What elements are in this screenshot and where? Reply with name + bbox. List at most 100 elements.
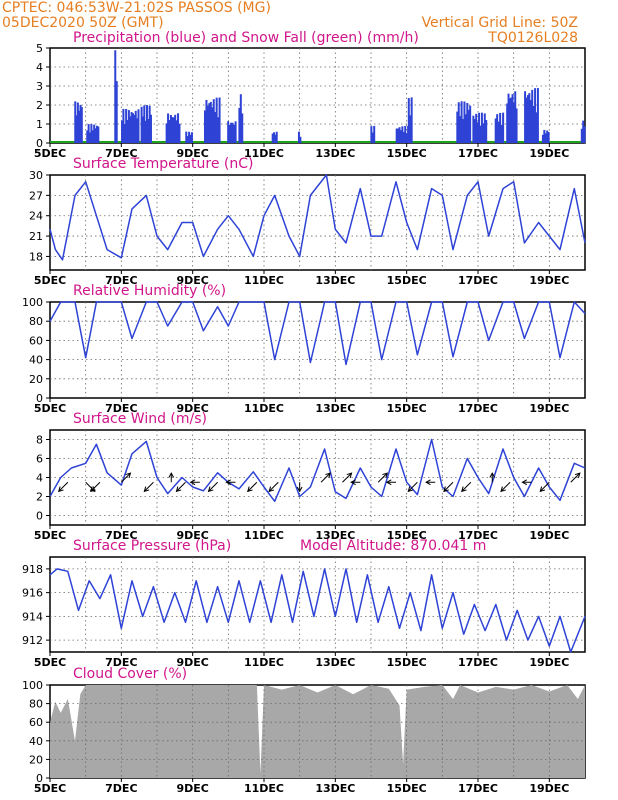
wind-arrow	[143, 481, 154, 492]
precip-bar	[185, 131, 188, 143]
precip-bar	[178, 123, 181, 143]
wind-arrow-head	[425, 479, 431, 486]
precip-bar	[171, 117, 174, 143]
precip-bar	[463, 101, 466, 143]
precip-bar	[136, 118, 139, 143]
wind-series-line	[49, 438, 586, 503]
precip-bar	[402, 132, 405, 143]
precip-bar	[512, 102, 515, 143]
precip-bar	[87, 124, 90, 143]
wind-arrow-head	[268, 486, 275, 493]
precip-bar	[479, 125, 482, 143]
precip-bar	[397, 128, 400, 143]
precip-bar	[208, 103, 211, 143]
rh-xtick-label: 5DEC	[34, 402, 66, 415]
precip-bar	[524, 91, 527, 143]
precip-bar	[129, 116, 132, 143]
precip-bar	[227, 121, 230, 143]
precip-bar	[148, 105, 151, 143]
precip-bar	[373, 125, 376, 143]
pressure-ytick-label: 916	[22, 587, 43, 600]
precip-bar	[480, 112, 483, 143]
precip-bar	[218, 97, 221, 143]
chart-header: CPTEC: 046:53W-21:02S PASSOS (MG) 05DEC2…	[0, 0, 618, 48]
precip-bar	[476, 122, 479, 143]
wind-arrow-head	[143, 486, 150, 493]
precip-bar	[536, 88, 539, 143]
precip-bar	[90, 124, 93, 143]
rh-ytick-label: 60	[29, 334, 43, 347]
precip-bar	[228, 124, 231, 143]
precip-bar	[74, 101, 77, 143]
cloud-xtick-label: 7DEC	[105, 782, 137, 795]
precip-bar	[186, 136, 189, 143]
precip-bar	[147, 118, 150, 143]
rh-xtick-label: 19DEC	[529, 402, 569, 415]
precip-bar	[149, 114, 152, 143]
precip-bar	[189, 134, 192, 143]
precip-bar	[456, 111, 459, 143]
wind-arrow-head	[57, 486, 64, 493]
precip-bar	[580, 128, 583, 143]
precip-bar	[409, 115, 412, 143]
precip-bar	[172, 117, 175, 143]
temp-xtick-label: 19DEC	[529, 274, 569, 287]
pressure-xtick-label: 17DEC	[458, 656, 498, 669]
temp-xtick-label: 5DEC	[34, 274, 66, 287]
wind-arrow	[407, 481, 418, 492]
wind-arrow	[539, 481, 550, 492]
wind-ytick-label: 4	[36, 472, 43, 485]
cloud-ytick-label: 20	[29, 753, 43, 766]
wind-arrow-head	[382, 472, 388, 479]
precip-bar	[209, 101, 212, 143]
wind-arrow-head	[461, 486, 467, 493]
precip-bar	[497, 121, 500, 143]
rh-xtick-label: 15DEC	[387, 402, 427, 415]
precip-bar	[233, 124, 236, 143]
precip-bar	[274, 134, 277, 143]
model-code: TQ0126L028	[488, 30, 578, 46]
precip-ytick-label: 3	[36, 80, 43, 93]
precip-bar	[407, 98, 410, 143]
precip-bar	[370, 126, 373, 143]
precip-bar	[494, 118, 497, 143]
precip-bar	[529, 100, 532, 143]
rh-ytick-label: 0	[36, 392, 43, 405]
wind-arrow-head	[168, 472, 175, 478]
precip-ytick-label: 1	[36, 118, 43, 131]
precip-bar	[238, 107, 241, 143]
rh-xtick-label: 13DEC	[315, 402, 355, 415]
precip-bar	[241, 113, 244, 143]
cloud-xtick-label: 13DEC	[315, 782, 355, 795]
wind-arrow-head	[385, 479, 392, 486]
precip-xtick-label: 19DEC	[529, 147, 569, 160]
cloud-ytick-label: 60	[29, 716, 43, 729]
rh-series-line	[49, 301, 586, 366]
temp-title: Surface Temperature (nC)	[73, 156, 254, 172]
precip-bar	[127, 110, 130, 143]
precip-bar	[122, 108, 125, 143]
precip-bar	[137, 109, 140, 143]
pressure-ytick-label: 912	[22, 634, 43, 647]
temp-ytick-label: 18	[29, 250, 43, 263]
precip-bar	[230, 122, 233, 143]
wind-arrow-head	[443, 486, 449, 493]
rh-xtick-label: 7DEC	[105, 402, 137, 415]
temp-xtick-label: 13DEC	[315, 274, 355, 287]
wind-arrow	[570, 472, 581, 483]
temp-ytick-label: 30	[29, 169, 43, 182]
precip-xtick-label: 7DEC	[105, 147, 137, 160]
precip-bar	[239, 94, 242, 143]
precip-bar	[475, 113, 478, 143]
precip-bar	[212, 99, 215, 143]
rh-xtick-label: 9DEC	[176, 402, 208, 415]
precip-bar	[502, 112, 505, 143]
precip-bar	[273, 132, 276, 143]
precip-bar	[499, 112, 502, 143]
pressure-title: Surface Pressure (hPa)	[73, 538, 231, 554]
cloud-xtick-label: 11DEC	[244, 782, 284, 795]
precip-bar	[473, 119, 476, 143]
wind-arrow-head	[521, 479, 528, 486]
precip-bar	[541, 134, 544, 143]
precip-bar	[547, 131, 550, 143]
